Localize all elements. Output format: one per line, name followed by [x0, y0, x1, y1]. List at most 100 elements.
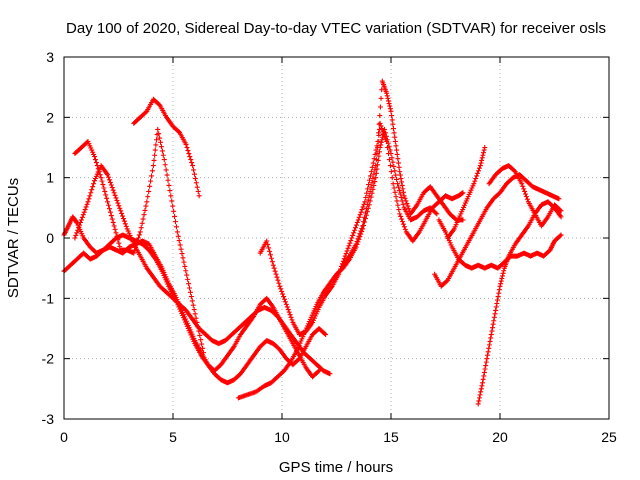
data-point	[185, 148, 191, 154]
data-point	[387, 163, 393, 169]
data-point	[193, 180, 199, 186]
data-point	[480, 376, 486, 382]
data-point	[482, 145, 488, 150]
data-point	[557, 233, 563, 239]
data-point	[473, 176, 479, 182]
data-point	[486, 345, 492, 351]
data-point	[480, 152, 486, 158]
data-point	[200, 345, 206, 351]
data-point	[475, 401, 481, 407]
data-point	[403, 198, 409, 204]
data-point	[387, 103, 393, 109]
data-point	[279, 288, 285, 294]
data-point	[94, 163, 100, 169]
data-point	[273, 271, 279, 277]
data-point	[483, 359, 489, 365]
data-point	[148, 178, 154, 184]
x-tick-label: 25	[601, 429, 617, 445]
data-point	[139, 220, 145, 226]
data-point	[351, 230, 357, 236]
data-point	[111, 190, 117, 196]
data-point	[177, 242, 183, 248]
data-point	[120, 213, 126, 219]
data-point	[362, 214, 368, 220]
data-point	[142, 207, 148, 213]
data-point	[383, 136, 389, 142]
data-point	[490, 321, 496, 327]
data-point	[369, 164, 375, 170]
data-point	[483, 363, 489, 369]
data-point	[378, 142, 384, 148]
data-point	[391, 185, 397, 191]
data-point	[488, 335, 494, 341]
data-point	[98, 175, 104, 181]
data-point	[187, 289, 193, 295]
data-point	[356, 214, 362, 220]
data-point	[390, 121, 396, 127]
data-point	[523, 191, 529, 197]
data-point	[385, 145, 391, 150]
data-point	[487, 338, 493, 344]
data-point	[371, 182, 377, 188]
data-point	[107, 209, 113, 215]
data-point	[406, 206, 412, 212]
data-point	[345, 245, 351, 251]
data-point	[264, 238, 270, 244]
grid-lines	[64, 57, 609, 419]
data-point	[267, 252, 273, 258]
data-point	[352, 225, 358, 231]
data-point	[353, 222, 359, 228]
data-point	[134, 238, 140, 244]
data-point	[144, 199, 150, 205]
data-point	[390, 181, 396, 187]
data-point	[143, 203, 149, 209]
data-point	[112, 226, 118, 232]
data-point	[173, 224, 179, 230]
data-point	[281, 296, 287, 302]
data-point	[99, 178, 105, 184]
data-point	[366, 193, 372, 199]
data-point	[397, 172, 403, 178]
data-point	[493, 304, 499, 310]
data-point	[327, 371, 333, 377]
data-point	[150, 163, 156, 169]
data-point	[188, 294, 194, 300]
data-point	[376, 132, 382, 138]
data-point	[490, 325, 496, 331]
data-point	[368, 169, 374, 175]
data-point	[557, 207, 563, 213]
data-point	[72, 235, 78, 241]
data-point	[115, 200, 121, 206]
data-point	[176, 129, 182, 135]
data-point	[477, 392, 483, 398]
data-point	[478, 389, 484, 395]
data-point	[489, 328, 495, 334]
data-point	[460, 217, 466, 223]
data-point	[274, 274, 280, 280]
data-point	[133, 244, 139, 250]
data-point	[143, 109, 149, 115]
data-point	[396, 164, 402, 170]
data-point	[271, 265, 277, 271]
data-point	[111, 223, 117, 229]
data-point	[400, 221, 406, 227]
data-point	[84, 201, 90, 207]
data-point	[338, 266, 344, 272]
data-point	[369, 180, 375, 186]
data-point	[398, 176, 404, 182]
data-point	[180, 255, 186, 261]
data-point	[123, 223, 129, 229]
data-point	[499, 276, 505, 282]
data-point	[394, 198, 400, 204]
data-point	[135, 235, 141, 241]
series-trace-8	[340, 120, 466, 268]
data-point	[146, 188, 152, 194]
data-point	[480, 380, 486, 386]
data-point	[137, 229, 143, 235]
data-point	[476, 168, 482, 174]
data-point	[386, 98, 392, 104]
data-point	[396, 207, 402, 213]
data-point	[400, 219, 406, 225]
data-point	[367, 177, 373, 183]
series-trace-5	[72, 126, 207, 356]
